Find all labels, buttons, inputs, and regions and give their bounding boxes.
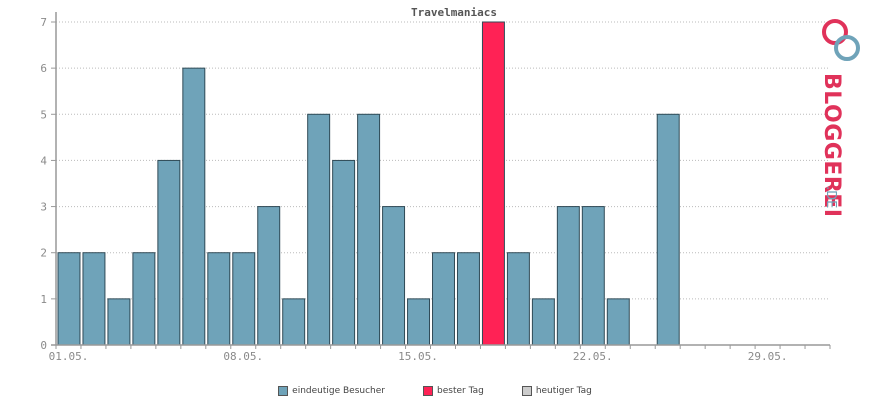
legend-label: heutiger Tag (535, 386, 592, 396)
bar (57, 252, 81, 346)
bar (531, 298, 555, 346)
bar (656, 113, 680, 346)
legend-label: bester Tag (437, 386, 484, 396)
bar (132, 252, 156, 346)
legend-swatch (423, 386, 433, 396)
y-tick-label: 5 (40, 108, 47, 121)
bar (332, 159, 356, 346)
bar (432, 252, 455, 346)
legend-swatch (521, 386, 532, 396)
x-tick-label: 01.05. (49, 350, 89, 363)
legend-item-today: heutiger Tag (521, 386, 592, 396)
watermark-suffix: .DE (823, 186, 838, 208)
chart-title: Travelmaniacs (411, 6, 497, 19)
legend-label: eindeutige Besucher (292, 386, 385, 396)
watermark-text: BLOGGEREI (819, 73, 844, 218)
bar (481, 21, 505, 346)
x-tick-labels: 01.05. 08.05. 15.05. 22.05. 29.05. (49, 350, 788, 363)
bar (307, 113, 331, 346)
x-tick-label: 08.05. (223, 350, 263, 363)
bar (182, 67, 206, 346)
chart-legend: eindeutige Besucher bester Tag heutiger … (0, 386, 870, 396)
bar (606, 298, 630, 346)
y-tick-label: 2 (40, 247, 47, 260)
bar (456, 252, 480, 346)
bar (157, 159, 181, 346)
bars (57, 21, 680, 346)
legend-item-visitors: eindeutige Besucher (278, 386, 385, 396)
bar (257, 206, 281, 346)
speech-bubbles-icon (822, 19, 860, 61)
bar (207, 252, 231, 346)
y-tick-label: 1 (40, 293, 47, 306)
axes (51, 12, 831, 349)
y-tick-label: 7 (40, 16, 47, 29)
bar (107, 298, 131, 346)
y-tick-label: 3 (40, 201, 47, 214)
bar (506, 252, 530, 346)
y-tick-label: 4 (40, 154, 47, 167)
bar (282, 298, 306, 346)
x-tick-label: 22.05. (573, 350, 613, 363)
legend-swatch (278, 386, 289, 396)
x-tick-label: 15.05. (398, 350, 438, 363)
bar (382, 206, 406, 346)
x-tick-label: 29.05. (748, 350, 788, 363)
bar (556, 206, 580, 346)
bar (232, 252, 256, 346)
bar (82, 252, 106, 346)
bloggerei-logo: BLOGGEREI .DE (819, 19, 860, 218)
y-tick-labels: 0 1 2 3 4 5 6 7 (40, 16, 47, 352)
bar (407, 298, 431, 346)
legend-item-best-day: bester Tag (423, 386, 484, 396)
y-tick-label: 6 (40, 62, 47, 75)
bar (581, 206, 605, 346)
bar (357, 113, 381, 346)
y-tick-label: 0 (40, 339, 47, 352)
